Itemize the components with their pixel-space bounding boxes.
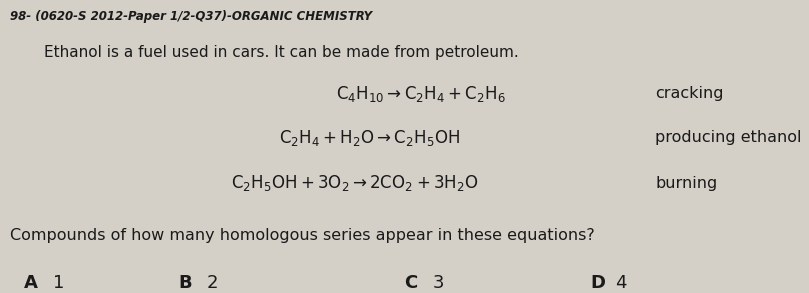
Text: Ethanol is a fuel used in cars. It can be made from petroleum.: Ethanol is a fuel used in cars. It can b… xyxy=(44,45,519,60)
Text: $\mathregular{C_2H_5OH + 3O_2 \rightarrow 2CO_2 + 3H_2O}$: $\mathregular{C_2H_5OH + 3O_2 \rightarro… xyxy=(231,173,478,193)
Text: B: B xyxy=(178,274,192,292)
Text: A: A xyxy=(24,274,38,292)
Text: 3: 3 xyxy=(433,274,444,292)
Text: $\mathregular{C_4H_{10} \rightarrow C_2H_4 + C_2H_6}$: $\mathregular{C_4H_{10} \rightarrow C_2H… xyxy=(336,84,506,104)
Text: 1: 1 xyxy=(53,274,64,292)
Text: cracking: cracking xyxy=(655,86,724,101)
Text: D: D xyxy=(591,274,606,292)
Text: C: C xyxy=(404,274,417,292)
Text: burning: burning xyxy=(655,176,718,191)
Text: 2: 2 xyxy=(206,274,218,292)
Text: 98- (0620-S 2012-Paper 1/2-Q37)-ORGANIC CHEMISTRY: 98- (0620-S 2012-Paper 1/2-Q37)-ORGANIC … xyxy=(10,10,372,23)
Text: 4: 4 xyxy=(615,274,626,292)
Text: producing ethanol: producing ethanol xyxy=(655,130,802,145)
Text: Compounds of how many homologous series appear in these equations?: Compounds of how many homologous series … xyxy=(10,228,595,243)
Text: $\mathregular{C_2H_4 + H_2O \rightarrow C_2H_5OH}$: $\mathregular{C_2H_4 + H_2O \rightarrow … xyxy=(279,128,460,148)
